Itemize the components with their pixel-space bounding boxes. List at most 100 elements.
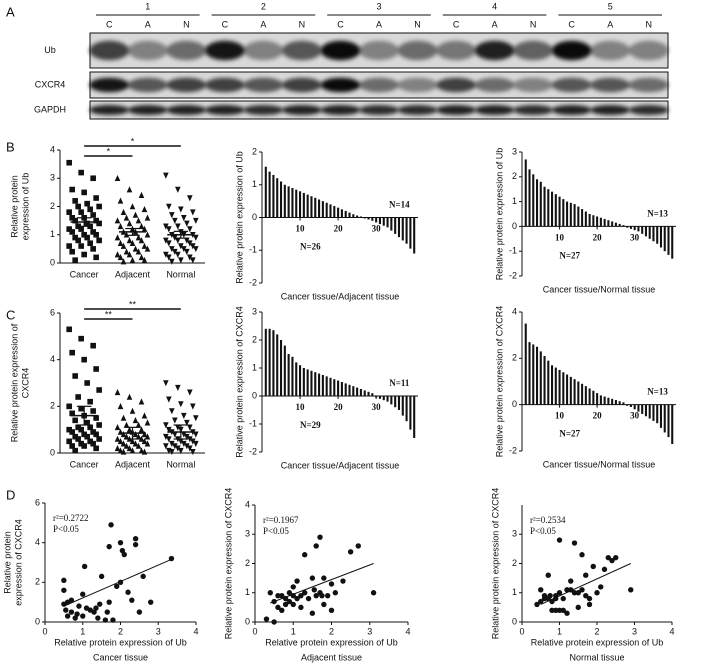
data-point: [117, 539, 124, 546]
bar: [329, 204, 332, 218]
bar: [573, 204, 576, 227]
bar: [302, 192, 305, 218]
data-point: [129, 597, 135, 603]
data-point: [355, 543, 361, 549]
y-axis-label: Relative protein expression of CXCR4: [223, 488, 233, 640]
bar: [321, 375, 324, 396]
annotation: N=27: [559, 429, 580, 439]
data-point: [78, 209, 84, 215]
data-point: [138, 222, 145, 230]
data-point: [69, 186, 75, 193]
caption: Normal tissue: [569, 652, 624, 662]
annotation: N=29: [300, 420, 321, 430]
lane-label: A: [145, 19, 151, 29]
bar: [592, 390, 595, 405]
data-point: [132, 440, 139, 447]
data-point: [575, 604, 581, 611]
data-point: [309, 575, 316, 581]
data-point: [90, 342, 96, 349]
data-point: [61, 577, 67, 584]
y-tick-label: 3: [245, 529, 250, 539]
lane-label: C: [106, 19, 113, 29]
bar: [287, 354, 290, 396]
data-point: [181, 431, 187, 438]
bar: [581, 209, 584, 227]
data-point: [93, 431, 99, 438]
bar: [603, 218, 606, 227]
data-point: [166, 436, 172, 443]
bar: [386, 396, 389, 402]
bar: [268, 171, 271, 218]
data-point: [144, 214, 151, 221]
x-tick-label: 30: [372, 224, 382, 234]
y-tick-label: -2: [249, 446, 257, 456]
lane-group-label: 3: [376, 1, 381, 11]
bar: [663, 226, 666, 252]
data-point: [72, 257, 78, 263]
bar: [386, 217, 389, 228]
data-point: [93, 231, 99, 238]
data-point: [267, 590, 273, 596]
data-point: [66, 209, 72, 215]
data-point: [187, 424, 193, 431]
data-point: [78, 335, 84, 342]
data-point: [263, 616, 270, 622]
data-point: [279, 592, 285, 599]
data-point: [126, 393, 133, 400]
data-point: [114, 251, 121, 258]
bar: [648, 226, 651, 239]
y-tick-label: 6: [50, 307, 55, 317]
y-axis-label: Relative protein expression of CXCR4: [494, 306, 504, 458]
y-axis-label: Relative protein expression of CXCR4: [490, 488, 500, 640]
data-point: [80, 591, 86, 597]
blot-band: [243, 104, 284, 116]
data-point: [108, 522, 114, 528]
bar: [535, 346, 539, 405]
data-point: [175, 445, 181, 452]
lane-label: N: [414, 19, 421, 29]
data-point: [181, 215, 187, 222]
bar: [592, 215, 595, 227]
data-point: [144, 440, 151, 447]
y-tick-label: 4: [512, 306, 517, 316]
blot-band: [166, 104, 207, 116]
blot-band: [513, 77, 554, 93]
bar: [390, 217, 393, 231]
y-tick-label: 0: [245, 616, 250, 626]
bar: [633, 404, 636, 410]
data-point: [74, 611, 80, 617]
data-point: [78, 426, 84, 433]
data-point: [104, 609, 110, 615]
bar: [348, 384, 351, 396]
y-axis-label: Relative protein expression of: [9, 323, 19, 442]
data-point: [72, 447, 78, 454]
data-point: [84, 433, 90, 440]
data-point: [90, 175, 96, 182]
bar: [310, 370, 313, 396]
data-point: [114, 234, 121, 241]
x-tick-label: 30: [630, 232, 640, 242]
y-axis-label: expression of Ub: [20, 173, 30, 241]
bar: [584, 211, 587, 227]
bar: [287, 186, 290, 218]
x-tick-label: 2: [329, 626, 334, 636]
data-point: [190, 257, 196, 264]
data-point: [184, 433, 190, 440]
data-point: [69, 410, 75, 417]
bar: [291, 356, 294, 396]
x-tick-label: Cancer: [70, 459, 99, 469]
bar: [397, 217, 401, 238]
data-point: [75, 424, 81, 431]
data-point: [628, 587, 634, 593]
data-point: [87, 398, 93, 405]
blot-band: [281, 104, 322, 116]
fit-line: [270, 563, 374, 604]
data-point: [81, 251, 87, 258]
blot-band: [474, 40, 515, 61]
bar: [547, 189, 550, 227]
bar: [547, 360, 550, 405]
x-tick-label: Normal: [166, 459, 195, 469]
data-point: [579, 587, 585, 593]
bar: [378, 396, 381, 399]
